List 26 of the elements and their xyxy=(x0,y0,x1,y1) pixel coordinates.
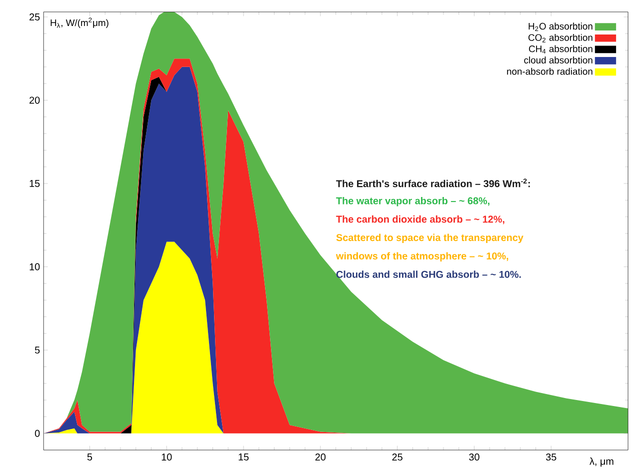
legend-label: cloud absorbtion xyxy=(524,56,592,64)
x-tick-label: 15 xyxy=(238,454,249,460)
x-tick-label: 30 xyxy=(469,454,480,461)
x-tick-label: 10 xyxy=(162,454,172,461)
x-tick-label: 20 xyxy=(315,454,326,461)
annotation: windows of the atmosphere – ~ 10%, xyxy=(336,252,508,262)
y-axis-title: H$_{λ}$, W/(m$^{2}$μm) xyxy=(50,18,108,28)
x-tick-label: 35 xyxy=(546,454,556,461)
y-tick-label: 20 xyxy=(30,96,40,104)
x-tick-label: 5 xyxy=(87,454,92,460)
annotation: Clouds and small GHG absorb – ~ 10%. xyxy=(336,270,521,278)
legend-label: non-absorb radiation xyxy=(507,68,592,75)
annotation: Scattered to space via the transparency xyxy=(336,234,524,244)
y-tick-label: 0 xyxy=(34,430,40,437)
annotation: The carbon dioxide absorb – ~ 12%, xyxy=(336,215,504,224)
legend-label: H$_{2}$O absorbtion xyxy=(528,22,592,32)
annotation: The water vapor absorb – ~ 68%, xyxy=(336,197,490,206)
y-tick-label: 15 xyxy=(30,180,40,187)
y-tick-label: 25 xyxy=(30,13,40,20)
x-axis-title: λ, μm xyxy=(590,458,614,467)
legend-label: CO$_{2}$ absorbtion xyxy=(528,34,592,42)
x-tick-label: 25 xyxy=(392,454,402,461)
y-tick-label: 10 xyxy=(30,263,40,270)
y-tick-label: 5 xyxy=(34,346,40,354)
annotation: The Earth's surface radiation – 396 Wm$^{-2}$: xyxy=(336,178,530,188)
legend-label: CH$_{4}$ absorbtion xyxy=(529,45,592,54)
